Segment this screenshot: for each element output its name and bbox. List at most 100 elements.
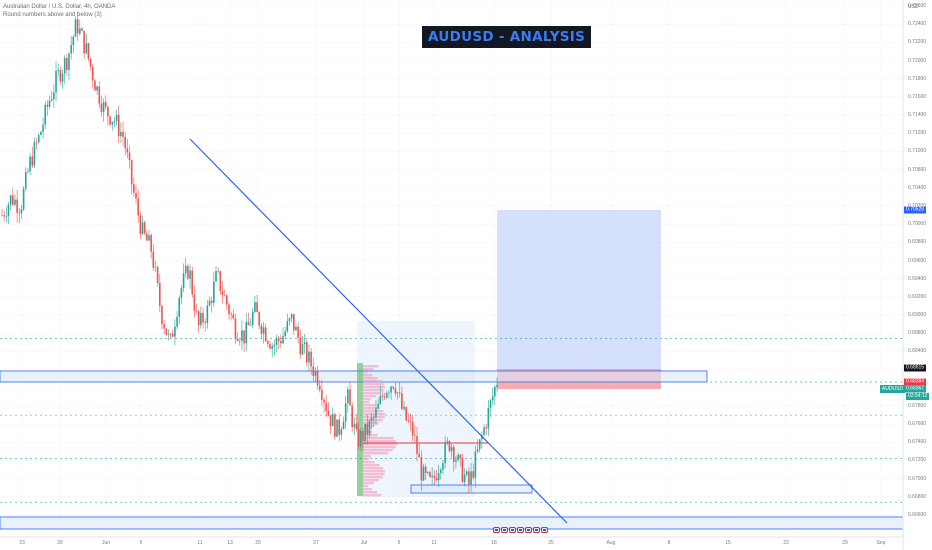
candle-body [483,427,485,435]
support-zone-mid[interactable] [410,484,533,494]
price-tick-label: 0.67200 [908,457,927,464]
downtrend-line[interactable] [189,138,568,524]
candle-body [431,475,433,477]
candle-body [174,326,176,337]
candle-body [161,306,163,325]
candle-body [407,420,410,422]
candle-body [178,297,181,317]
candle-body [286,321,289,332]
candle-body [254,302,256,312]
candle-body [357,429,360,447]
date-tick-label: 29 [842,540,848,546]
candle-body [396,392,399,394]
usd-flag-icon[interactable] [525,527,532,533]
candle-body [122,131,124,137]
price-tick-label: 0.67400 [908,439,927,446]
price-tick-label: 0.70200 [908,203,926,209]
price-axis-unit: USD [908,4,919,10]
candle-body [264,327,267,342]
usd-flag-icon[interactable] [509,527,516,533]
candle-body [165,328,168,335]
volume-profile-bar [363,407,380,410]
candle-body [18,212,21,214]
usd-flag-icon[interactable] [517,527,524,533]
volume-profile-bar [363,374,373,377]
candle-body [370,418,373,421]
candle-body [137,198,139,216]
candle-body [85,43,88,54]
volume-profile-bar [363,365,379,368]
candle-body [273,344,276,347]
price-tick-label: 0.69600 [908,257,927,264]
volume-profile-bar [363,467,384,470]
candle-body [234,318,237,339]
usd-flag-icon[interactable] [493,527,500,533]
candle-body [115,114,118,122]
candle-body [182,273,185,288]
candle-body [269,343,271,349]
candle-body [336,419,338,437]
volume-profile-bar [363,488,372,491]
candle-body [124,136,127,149]
candle-body [55,71,57,93]
volume-profile-bar [363,437,394,440]
candle-body [280,340,282,344]
volume-profile-bar [363,377,378,380]
candle-body [57,69,60,72]
candle-body [478,439,481,449]
candle-body [470,471,472,485]
candle-body [76,19,79,34]
candle-body [249,324,252,326]
candle-body [12,195,14,205]
profit-zone[interactable] [497,210,661,371]
candle-body [16,199,18,213]
candle-body [228,304,230,314]
candle-body [24,171,27,189]
resistance-price-tag: 0.68615 [904,364,927,372]
candle-body [128,152,131,161]
candle-body [427,472,429,474]
support-zone-bottom[interactable] [0,516,904,530]
candle-body [323,399,325,403]
candle-body [230,313,232,315]
usd-flag-icon[interactable] [533,527,540,533]
candle-body [44,104,47,125]
resistance-zone[interactable] [0,370,708,383]
candle-body [120,131,122,137]
volume-profile-bar [363,392,381,395]
candle-body [29,156,31,172]
volume-profile-bar [363,440,397,443]
volume-profile-bar [363,380,382,383]
candle-body [327,410,330,416]
candle-body [416,435,418,454]
candle-body [275,338,278,345]
price-tick-label: 0.69400 [908,275,927,282]
candle-body [70,45,72,54]
candle-body [221,291,224,296]
candle-body [195,311,198,312]
usd-flag-icon[interactable] [541,527,548,533]
price-tick-label: 0.70400 [908,184,927,191]
candle-body [37,134,40,143]
candle-body [450,447,453,452]
candle-body [200,312,202,326]
volume-profile-bar [363,410,384,413]
candle-body [439,469,442,474]
economic-events[interactable] [493,527,548,533]
candle-body [61,73,64,82]
candle-body [394,388,397,394]
indicator-legend: Round numbers above and below (3) [3,12,102,18]
volume-profile-bar [363,452,389,455]
price-tick-label: 0.72400 [908,21,927,28]
date-tick-label: 18 [491,540,497,546]
volume-profile-bar [363,476,383,479]
candle-body [158,282,161,307]
symbol-legend: Australian Dollar / U.S. Dollar, 4h, OAN… [3,4,116,10]
candle-body [74,19,77,37]
candle-body [297,326,299,338]
candle-body [305,342,308,363]
usd-flag-icon[interactable] [501,527,508,533]
candle-body [372,417,375,419]
bar-countdown: 02:54:12 [906,393,930,400]
